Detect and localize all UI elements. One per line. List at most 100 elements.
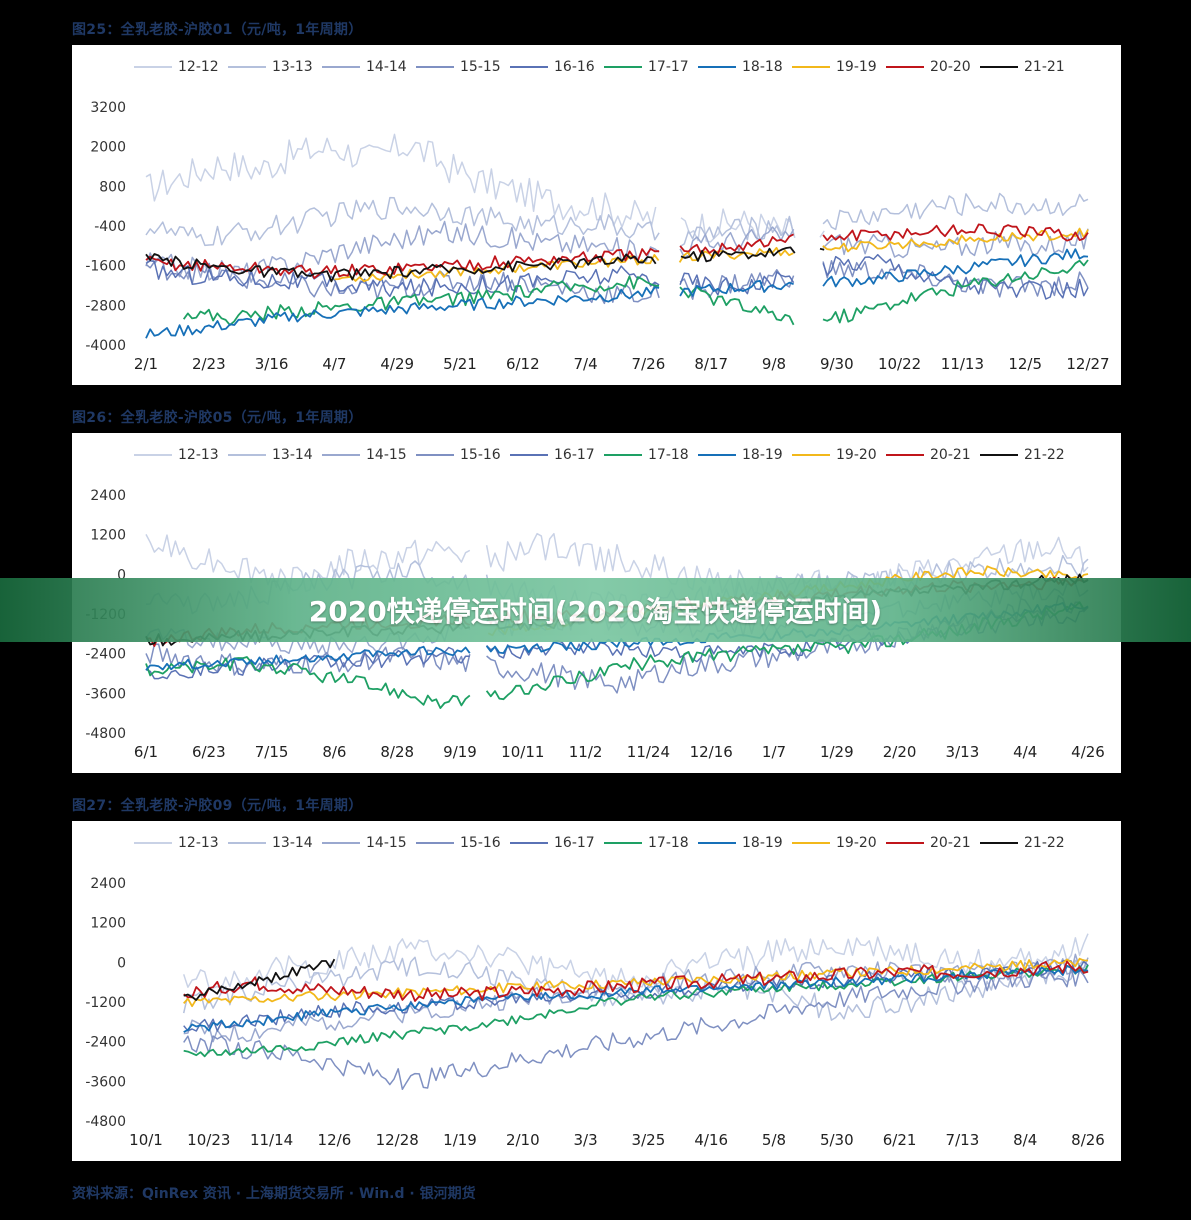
- x-tick-label: 2/20: [883, 743, 917, 761]
- legend-swatch: [416, 454, 454, 456]
- legend-label: 14-14: [366, 59, 407, 75]
- legend-label: 21-22: [1024, 835, 1065, 851]
- series-line-16-16: [145, 260, 660, 298]
- legend-swatch: [886, 66, 924, 68]
- legend-label: 18-18: [742, 59, 783, 75]
- series-line-13-13: [822, 192, 1089, 231]
- x-tick-label: 12/27: [1066, 355, 1109, 373]
- legend-item-20-21: 20-21: [886, 835, 980, 851]
- x-tick-label: 4/4: [1013, 743, 1037, 761]
- x-tick-label: 11/24: [627, 743, 670, 761]
- legend-item-14-15: 14-15: [322, 835, 416, 851]
- line-chart-25: 3200 2000 800 -400 -1600 -2800 -4000 2/1 2/23 3/1…: [85, 100, 1109, 373]
- legend-item-18-19: 18-19: [698, 447, 792, 463]
- legend-label: 15-16: [460, 447, 501, 463]
- x-tick-label: 8/26: [1071, 1131, 1105, 1149]
- legend-swatch: [228, 842, 266, 844]
- legend-item-21-22: 21-22: [980, 447, 1074, 463]
- legend-item-18-19: 18-19: [698, 835, 792, 851]
- x-tick-label: 10/23: [187, 1131, 230, 1149]
- legend-label: 21-22: [1024, 447, 1065, 463]
- x-tick-label: 12/16: [690, 743, 733, 761]
- x-tick-label: 5/21: [443, 355, 477, 373]
- legend-swatch: [604, 842, 642, 844]
- legend-swatch: [698, 454, 736, 456]
- x-tick-label: 1/29: [820, 743, 854, 761]
- legend-label: 17-18: [648, 447, 689, 463]
- legend-label: 15-15: [460, 59, 501, 75]
- legend-label: 12-12: [178, 59, 219, 75]
- legend-item-15-16: 15-16: [416, 447, 510, 463]
- legend-swatch: [980, 66, 1018, 68]
- x-tick-label: 3/13: [946, 743, 980, 761]
- x-tick-label: 4/29: [380, 355, 414, 373]
- x-tick-label: 8/4: [1013, 1131, 1037, 1149]
- legend-item-19-20: 19-20: [792, 447, 886, 463]
- source-note: 资料来源：QinRex 资讯 · 上海期货交易所 · Win.d · 银河期货: [72, 1186, 476, 1202]
- legend-label: 15-16: [460, 835, 501, 851]
- legend-label: 12-13: [178, 835, 219, 851]
- legend-item-12-12: 12-12: [134, 59, 228, 75]
- legend-item-21-22: 21-22: [980, 835, 1074, 851]
- legend-swatch: [792, 842, 830, 844]
- legend-item-17-18: 17-18: [604, 447, 698, 463]
- x-tick-label: 10/22: [878, 355, 921, 373]
- legend-label: 16-16: [554, 59, 595, 75]
- series-line-13-14: [182, 956, 1089, 1021]
- series-line-20-20: [679, 233, 795, 255]
- legend-swatch: [698, 842, 736, 844]
- x-tick-label: 11/2: [569, 743, 603, 761]
- x-tick-label: 7/15: [255, 743, 289, 761]
- legend-item-20-21: 20-21: [886, 447, 980, 463]
- legend-swatch: [322, 842, 360, 844]
- legend-item-15-15: 15-15: [416, 59, 510, 75]
- y-tick-label: -4800: [85, 726, 126, 742]
- legend-swatch: [792, 454, 830, 456]
- series-line-20-20: [822, 223, 1089, 242]
- legend-label: 13-14: [272, 835, 313, 851]
- legend-swatch: [604, 454, 642, 456]
- x-tick-label: 3/3: [574, 1131, 598, 1149]
- legend-swatch: [698, 66, 736, 68]
- legend-label: 13-14: [272, 447, 313, 463]
- series-line-16-16: [822, 253, 1089, 300]
- y-tick-label: 0: [117, 955, 126, 971]
- legend-swatch: [322, 66, 360, 68]
- legend-swatch: [510, 842, 548, 844]
- x-tick-label: 8/6: [322, 743, 346, 761]
- legend-item-14-15: 14-15: [322, 447, 416, 463]
- x-tick-label: 8/28: [380, 743, 414, 761]
- x-tick-label: 10/1: [129, 1131, 163, 1149]
- legend-label: 20-20: [930, 59, 971, 75]
- legend-label: 17-17: [648, 59, 689, 75]
- legend-label: 16-17: [554, 447, 595, 463]
- legend-label: 20-21: [930, 835, 971, 851]
- banner-title: 2020快递停运时间(2020淘宝快递停运时间): [308, 595, 883, 628]
- legend-item-13-14: 13-14: [228, 447, 322, 463]
- legend-label: 20-21: [930, 447, 971, 463]
- y-tick-label: -3600: [85, 1074, 126, 1090]
- series-line-18-18: [145, 286, 660, 339]
- legend-item-14-14: 14-14: [322, 59, 416, 75]
- y-tick-label: 800: [99, 179, 126, 195]
- y-tick-label: 3200: [90, 100, 126, 116]
- series-line-15-15: [822, 260, 1089, 298]
- legend-item-12-13: 12-13: [134, 447, 228, 463]
- series-line-12-12: [819, 230, 825, 238]
- series-line-17-18: [145, 656, 471, 710]
- legend-swatch: [604, 66, 642, 68]
- legend-item-18-18: 18-18: [698, 59, 792, 75]
- legend-item-17-18: 17-18: [604, 835, 698, 851]
- x-tick-label: 11/13: [941, 355, 984, 373]
- x-tick-label: 4/7: [322, 355, 346, 373]
- x-tick-label: 4/16: [694, 1131, 728, 1149]
- legend-swatch: [134, 842, 172, 844]
- x-tick-label: 6/21: [883, 1131, 917, 1149]
- series-line-15-16: [183, 966, 1089, 1091]
- legend-label: 21-21: [1024, 59, 1065, 75]
- legend-swatch: [416, 66, 454, 68]
- y-tick-label: -4800: [85, 1114, 126, 1130]
- series-line-21-21: [680, 246, 796, 263]
- legend-item-15-16: 15-16: [416, 835, 510, 851]
